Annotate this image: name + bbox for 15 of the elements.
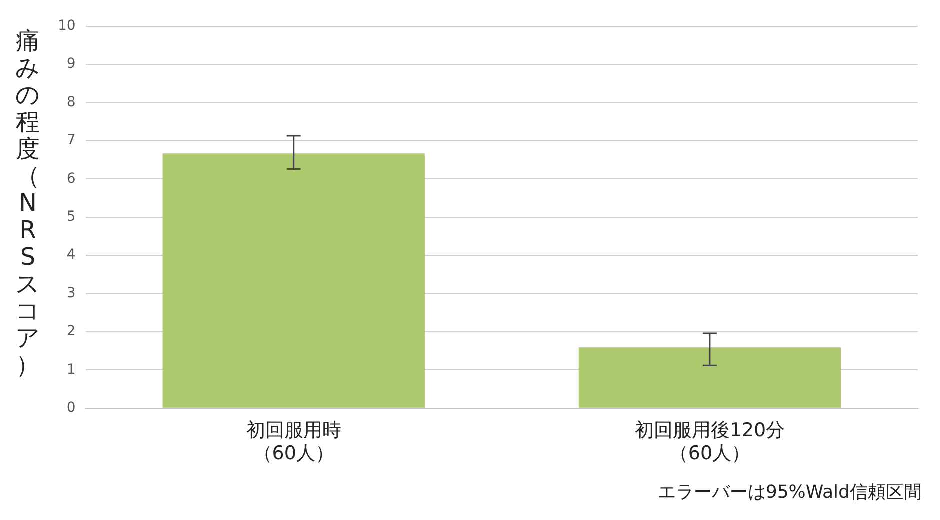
y-tick-label: 2: [66, 324, 76, 340]
y-tick-label: 8: [66, 94, 76, 110]
x-tick-label: 初回服用時（60人）: [246, 420, 342, 465]
y-tick-label: 6: [66, 170, 76, 187]
text: 痛みの程度（NRSスコア）: [16, 27, 40, 379]
text: エラーバーは95%Wald信頼区間: [656, 481, 923, 504]
x-tick-label: 初回服用後120分（60人）: [634, 420, 786, 465]
y-tick-label: 10: [58, 18, 76, 34]
y-tick-label: 7: [66, 132, 76, 149]
y-tick-label: 1: [66, 362, 76, 378]
y-tick-label: 4: [66, 247, 76, 264]
y-tick-label: 5: [66, 209, 76, 226]
y-tick-label: 3: [66, 285, 76, 302]
y-tick-label: 9: [66, 56, 76, 72]
y-tick-label: 0: [66, 400, 76, 416]
